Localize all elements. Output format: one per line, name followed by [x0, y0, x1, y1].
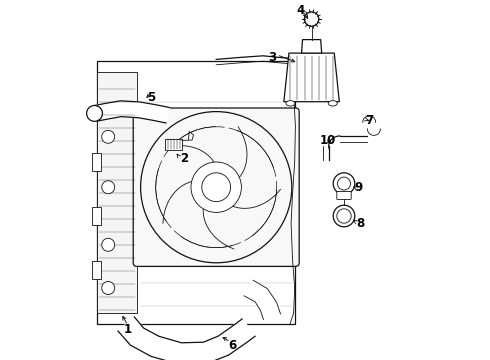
- Circle shape: [102, 238, 115, 251]
- Bar: [92, 261, 101, 279]
- Circle shape: [337, 209, 351, 223]
- Circle shape: [102, 130, 115, 143]
- Circle shape: [191, 162, 242, 212]
- Polygon shape: [244, 280, 281, 320]
- Circle shape: [202, 173, 231, 202]
- Text: 10: 10: [319, 134, 336, 147]
- Circle shape: [333, 205, 355, 227]
- Circle shape: [304, 12, 319, 26]
- Text: 7: 7: [365, 114, 373, 127]
- Text: 4: 4: [296, 4, 305, 17]
- Polygon shape: [284, 53, 339, 102]
- Text: 5: 5: [147, 91, 155, 104]
- Text: 8: 8: [356, 217, 365, 230]
- Ellipse shape: [328, 100, 337, 106]
- Circle shape: [102, 282, 115, 294]
- Polygon shape: [118, 317, 255, 360]
- Bar: [92, 207, 101, 225]
- Text: 6: 6: [228, 339, 237, 352]
- FancyBboxPatch shape: [165, 139, 182, 150]
- Ellipse shape: [286, 100, 295, 106]
- Text: 3: 3: [268, 51, 276, 64]
- Text: 9: 9: [354, 181, 363, 194]
- Bar: [98, 61, 295, 324]
- Circle shape: [87, 105, 102, 121]
- Bar: [98, 72, 137, 313]
- Circle shape: [338, 177, 350, 190]
- Text: 1: 1: [124, 323, 132, 336]
- Text: 2: 2: [180, 152, 188, 165]
- FancyBboxPatch shape: [337, 192, 351, 199]
- Polygon shape: [94, 101, 169, 123]
- Circle shape: [333, 173, 355, 194]
- Bar: [92, 153, 101, 171]
- Polygon shape: [301, 40, 321, 53]
- Circle shape: [102, 181, 115, 194]
- FancyBboxPatch shape: [133, 108, 299, 266]
